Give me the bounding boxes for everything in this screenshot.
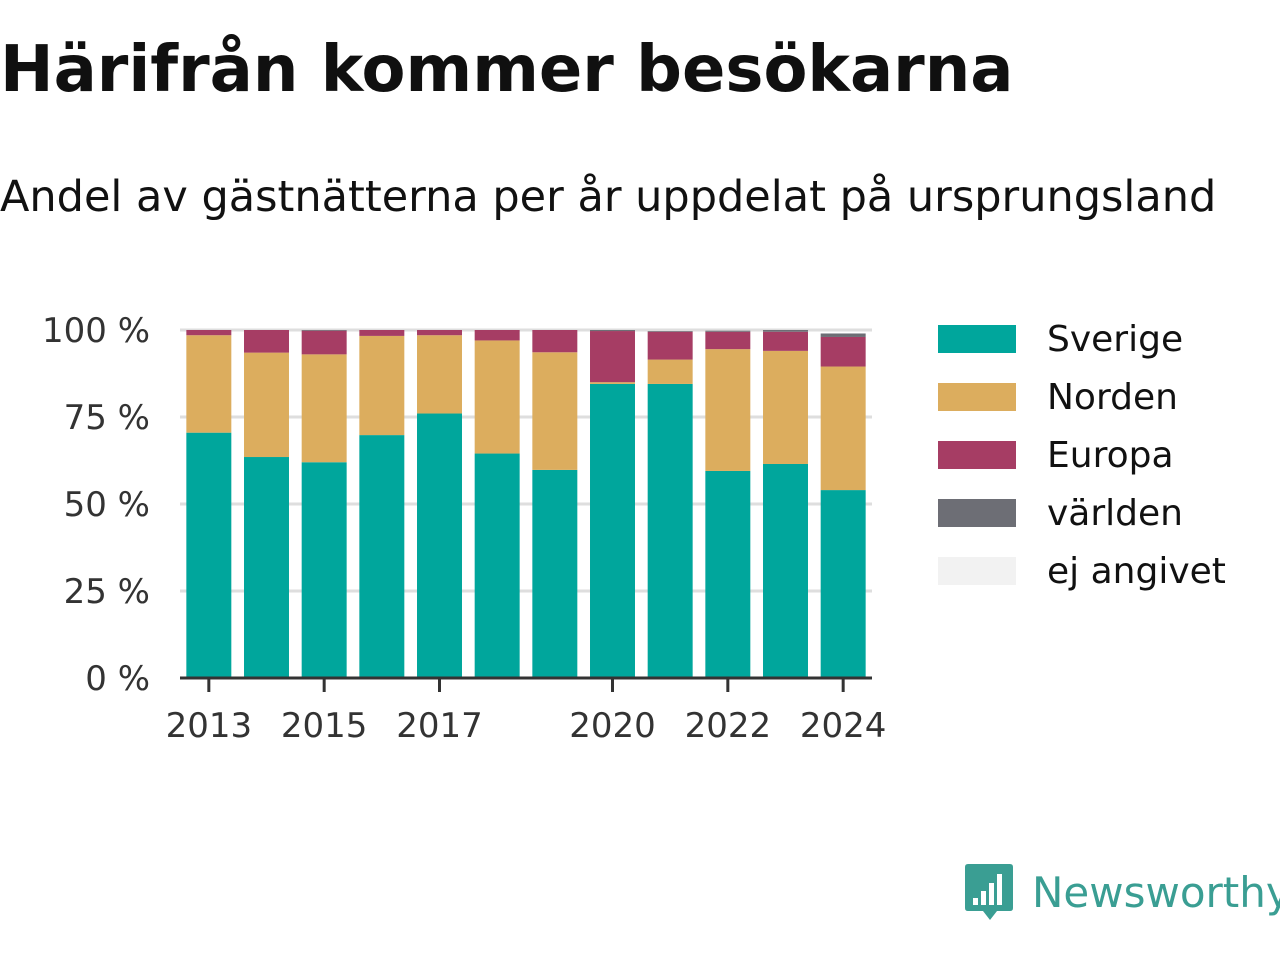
x-tick-label: 2024 [800, 706, 887, 746]
chart-title: Härifrån kommer besökarna [0, 33, 1014, 107]
bar-segment-europa [820, 336, 866, 367]
bar-segment-sverige [532, 469, 578, 678]
bar-segment-sverige [186, 432, 232, 678]
legend-label: världen [1047, 492, 1183, 534]
legend-item: Norden [938, 368, 1226, 426]
bar-segment-sverige [647, 383, 693, 678]
bar-segment-norden [820, 366, 866, 491]
legend-swatch [938, 441, 1016, 469]
bar-segment-världen [763, 330, 808, 332]
bar-segment-världen [301, 330, 347, 331]
bar-segment-norden [186, 335, 232, 433]
bar-segment-norden [474, 340, 520, 454]
y-tick-label: 0 % [85, 659, 150, 699]
legend-swatch [938, 499, 1016, 527]
y-tick-label: 75 % [64, 398, 150, 438]
chart-subtitle: Andel av gästnätterna per år uppdelat på… [0, 172, 1217, 222]
bar-segment-sverige [244, 457, 289, 678]
bar-segment-sverige [474, 453, 520, 678]
bar-segment-världen [590, 330, 635, 332]
bar-segment-världen [820, 333, 866, 337]
bar-segment-europa [359, 330, 405, 336]
bar-segment-världen [705, 330, 751, 332]
bar-segment-europa [301, 330, 347, 355]
bar-segment-europa [532, 330, 578, 353]
legend-label: Europa [1047, 434, 1174, 476]
legend-swatch [938, 383, 1016, 411]
bar-segment-sverige [417, 413, 462, 678]
y-tick-label: 100 % [42, 311, 150, 351]
x-tick-label: 2020 [569, 706, 656, 746]
bar-segment-europa [474, 330, 520, 341]
legend-label: ej angivet [1047, 550, 1226, 592]
bar-segment-sverige [590, 383, 635, 678]
bar-segment-norden [647, 359, 693, 384]
x-tick-label: 2022 [685, 706, 772, 746]
bar-segment-norden [590, 382, 635, 384]
bar-segment-världen [647, 331, 693, 332]
bar-segment-norden [532, 352, 578, 470]
x-tick-label: 2013 [166, 706, 253, 746]
legend-label: Sverige [1047, 318, 1184, 360]
bar-segment-sverige [301, 462, 347, 678]
bar-segment-norden [301, 354, 347, 463]
bar-segment-sverige [763, 463, 808, 678]
legend-item: världen [938, 484, 1226, 542]
bar-segment-norden [244, 352, 289, 458]
bar-segment-europa [186, 330, 232, 336]
bar-segment-europa [590, 331, 635, 383]
bar-segment-norden [359, 335, 405, 436]
bar-segment-norden [417, 335, 462, 414]
bar-segment-europa [763, 331, 808, 351]
legend-item: ej angivet [938, 542, 1226, 600]
x-tick-label: 2015 [281, 706, 368, 746]
bar-segment-europa [244, 330, 289, 353]
legend-item: Sverige [938, 310, 1226, 368]
y-tick-label: 50 % [64, 485, 150, 525]
bar-segment-europa [647, 331, 693, 360]
brand-logo: Newsworthy [964, 862, 1280, 922]
x-tick-label: 2017 [396, 706, 483, 746]
stacked-bar-chart: 0 % 25 % 50 % 75 % 100 % 2013 2015 2017 2020 2022… [42, 311, 887, 746]
legend-swatch [938, 325, 1016, 353]
bar-segment-norden [705, 349, 751, 471]
newsworthy-logo-icon [965, 864, 1013, 920]
bar-segment-sverige [359, 435, 405, 678]
legend-label: Norden [1047, 376, 1178, 418]
legend-item: Europa [938, 426, 1226, 484]
bar-segment-europa [705, 331, 751, 350]
brand-name: Newsworthy [1032, 867, 1280, 917]
y-tick-label: 25 % [64, 572, 150, 612]
bar-segment-europa [417, 330, 462, 336]
chart-legend: Sverige Norden Europa världen ej angivet [938, 310, 1226, 600]
bar-segment-norden [763, 350, 808, 464]
bar-segment-sverige [820, 490, 866, 678]
legend-swatch [938, 557, 1016, 585]
bar-segment-sverige [705, 470, 751, 678]
